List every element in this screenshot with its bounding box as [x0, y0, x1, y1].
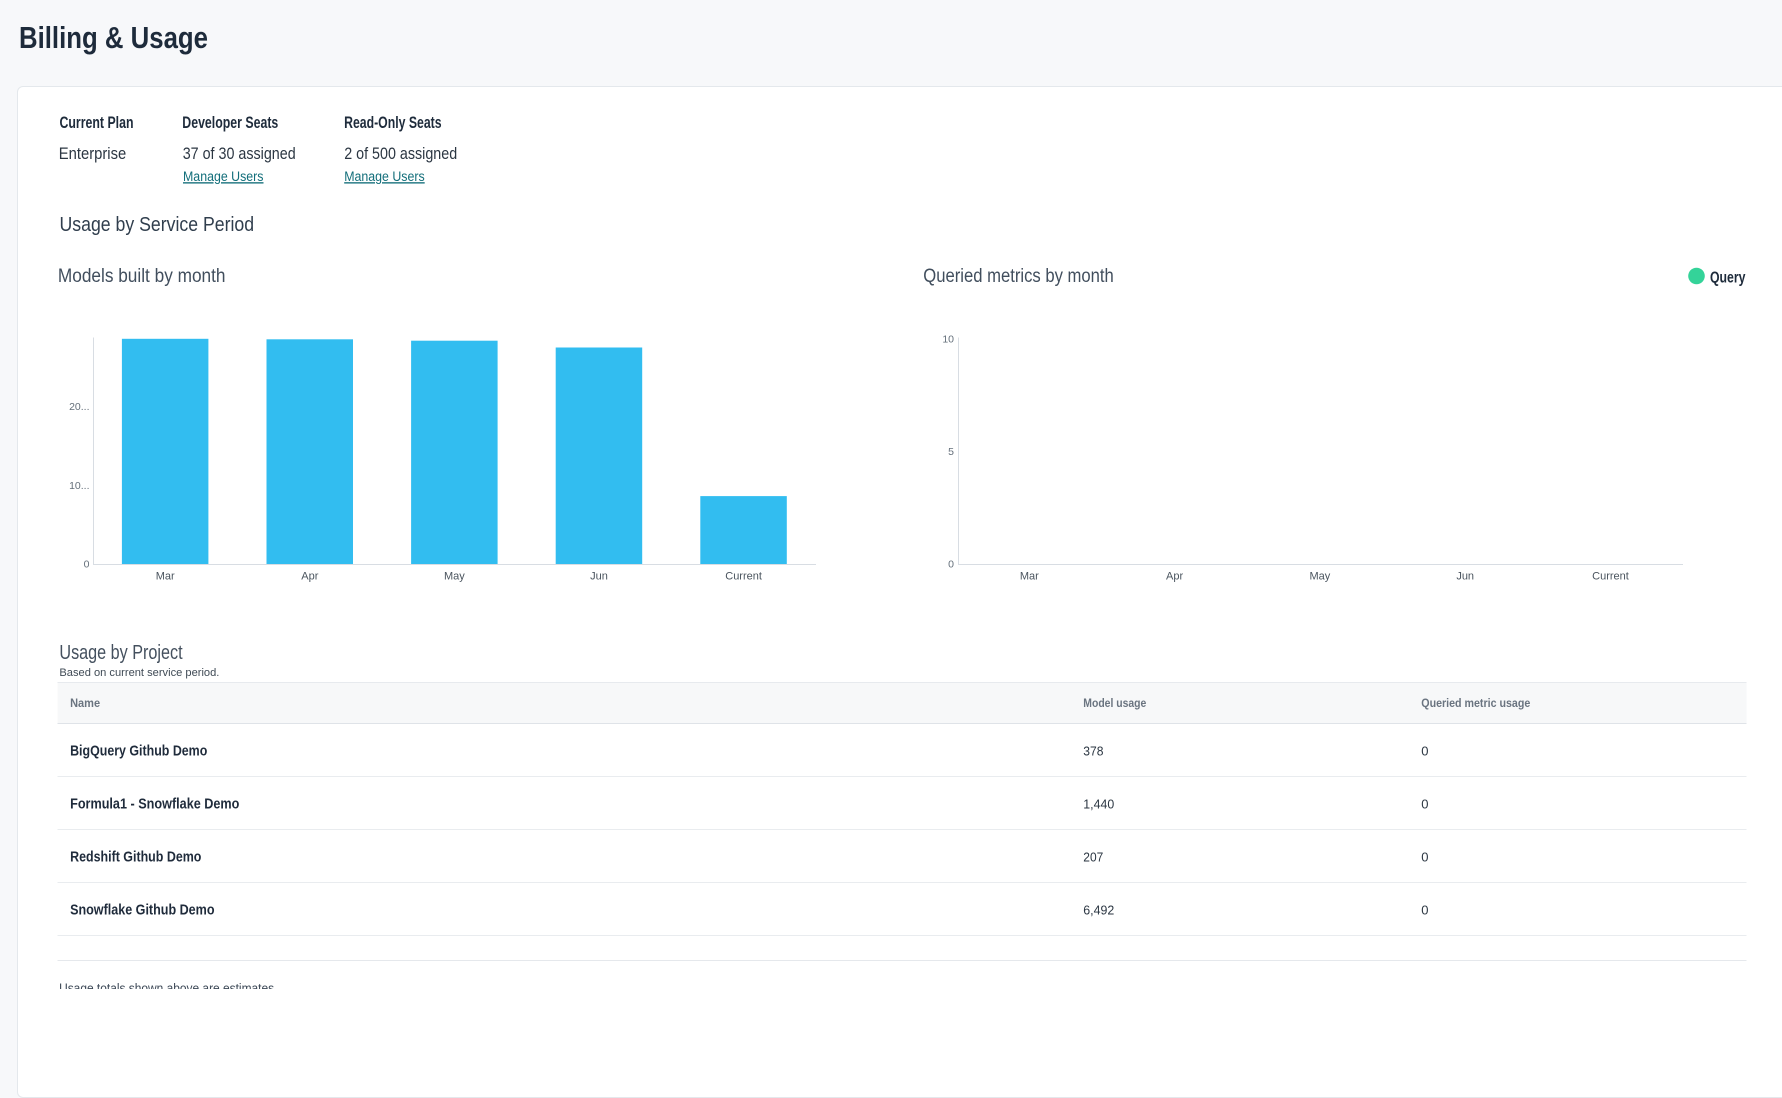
svg-text:Usage by Project: Usage by Project — [59, 642, 183, 664]
svg-text:6,492: 6,492 — [1083, 902, 1114, 917]
svg-text:Manage Users: Manage Users — [344, 169, 425, 184]
svg-text:Usage totals shown above are e: Usage totals shown above are estimates — [59, 981, 274, 990]
svg-text:207: 207 — [1083, 849, 1103, 864]
svg-text:Current: Current — [725, 571, 762, 583]
svg-text:Developer Seats: Developer Seats — [182, 114, 278, 132]
svg-text:Mar: Mar — [156, 571, 175, 583]
svg-text:10...: 10... — [69, 480, 89, 492]
svg-text:0: 0 — [1421, 796, 1428, 811]
svg-text:Formula1 - Snowflake Demo: Formula1 - Snowflake Demo — [70, 796, 239, 813]
svg-text:May: May — [1310, 571, 1331, 583]
svg-text:0: 0 — [1421, 902, 1428, 917]
svg-text:20...: 20... — [69, 401, 89, 413]
svg-text:0: 0 — [948, 559, 954, 571]
svg-text:Jun: Jun — [1456, 571, 1474, 583]
svg-text:1,440: 1,440 — [1083, 796, 1114, 811]
svg-text:Apr: Apr — [301, 571, 318, 583]
svg-text:0: 0 — [1421, 849, 1428, 864]
svg-text:Mar: Mar — [1020, 571, 1039, 583]
svg-text:Current: Current — [1592, 571, 1629, 583]
svg-text:37 of 30 assigned: 37 of 30 assigned — [183, 145, 296, 163]
svg-text:0: 0 — [1421, 743, 1428, 758]
svg-text:Manage Users: Manage Users — [183, 169, 264, 184]
svg-text:Apr: Apr — [1166, 571, 1183, 583]
svg-text:BigQuery Github Demo: BigQuery Github Demo — [70, 743, 207, 760]
svg-text:Usage by Service Period: Usage by Service Period — [60, 214, 255, 236]
svg-text:Snowflake Github Demo: Snowflake Github Demo — [70, 902, 214, 919]
svg-text:Read-Only Seats: Read-Only Seats — [344, 114, 442, 132]
svg-text:Query: Query — [1710, 270, 1746, 287]
svg-text:Queried metric usage: Queried metric usage — [1421, 697, 1530, 710]
svg-text:0: 0 — [84, 559, 90, 571]
svg-text:10: 10 — [942, 333, 954, 345]
svg-text:Name: Name — [70, 697, 100, 710]
svg-text:Jun: Jun — [590, 571, 608, 583]
svg-text:Based on current service perio: Based on current service period. — [59, 667, 219, 679]
svg-text:Models built by month: Models built by month — [58, 266, 226, 287]
svg-text:May: May — [444, 571, 465, 583]
svg-text:5: 5 — [948, 446, 954, 458]
svg-text:Billing & Usage: Billing & Usage — [19, 20, 208, 55]
svg-text:Model usage: Model usage — [1083, 697, 1146, 710]
svg-text:Redshift Github Demo: Redshift Github Demo — [70, 849, 201, 866]
svg-text:378: 378 — [1083, 743, 1103, 758]
svg-text:Enterprise: Enterprise — [59, 145, 126, 163]
svg-text:Queried metrics by month: Queried metrics by month — [923, 266, 1114, 287]
svg-text:2 of 500 assigned: 2 of 500 assigned — [344, 145, 457, 163]
svg-text:Current Plan: Current Plan — [60, 114, 134, 132]
